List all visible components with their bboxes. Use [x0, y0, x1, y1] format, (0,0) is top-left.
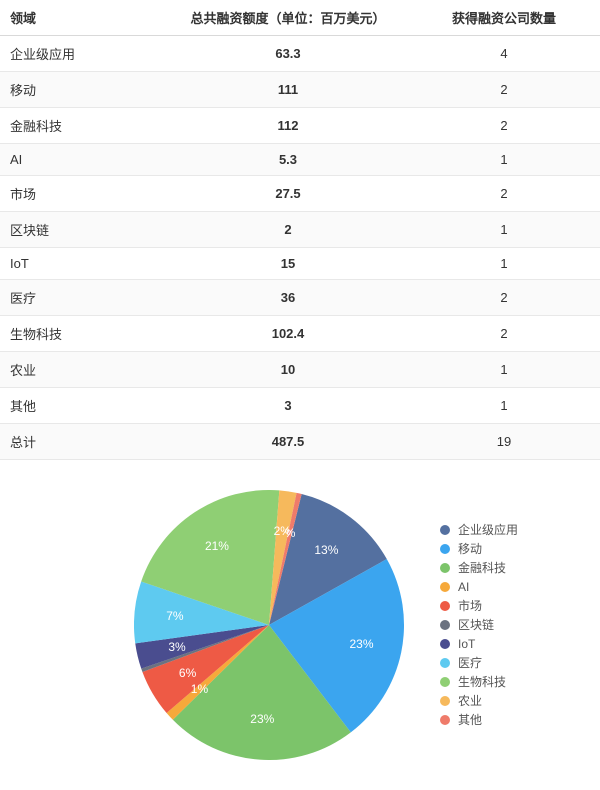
legend-swatch — [440, 639, 450, 649]
cell-domain: 生物科技 — [0, 316, 168, 352]
table-row: 企业级应用63.34 — [0, 36, 600, 72]
legend-item: IoT — [440, 634, 518, 653]
cell-amount: 111 — [168, 72, 408, 108]
legend-swatch — [440, 677, 450, 687]
table-row: 金融科技1122 — [0, 108, 600, 144]
table-row: 医疗362 — [0, 280, 600, 316]
cell-amount: 102.4 — [168, 316, 408, 352]
legend-swatch — [440, 658, 450, 668]
table-row: 生物科技102.42 — [0, 316, 600, 352]
col-header-count: 获得融资公司数量 — [408, 0, 600, 36]
col-header-domain: 领域 — [0, 0, 168, 36]
cell-count: 1 — [408, 144, 600, 176]
page-root: 领域 总共融资额度（单位：百万美元） 获得融资公司数量 企业级应用63.34移动… — [0, 0, 600, 790]
cell-count: 2 — [408, 108, 600, 144]
cell-domain: 企业级应用 — [0, 36, 168, 72]
cell-count: 2 — [408, 316, 600, 352]
legend-label: 移动 — [458, 540, 482, 557]
cell-count: 4 — [408, 36, 600, 72]
legend-item: 区块链 — [440, 615, 518, 634]
table-row: 市场27.52 — [0, 176, 600, 212]
legend-label: AI — [458, 580, 469, 594]
legend-item: AI — [440, 577, 518, 596]
cell-count: 2 — [408, 280, 600, 316]
cell-domain: 医疗 — [0, 280, 168, 316]
legend-swatch — [440, 715, 450, 725]
col-header-amount: 总共融资额度（单位：百万美元） — [168, 0, 408, 36]
cell-count: 1 — [408, 388, 600, 424]
pie-legend: 企业级应用移动金融科技 AI 市场区块链 IoT 医疗生物科技农业其他 — [440, 520, 518, 729]
funding-table: 领域 总共融资额度（单位：百万美元） 获得融资公司数量 企业级应用63.34移动… — [0, 0, 600, 460]
legend-label: 市场 — [458, 597, 482, 614]
table-row: 总计487.519 — [0, 424, 600, 460]
cell-amount: 487.5 — [168, 424, 408, 460]
legend-item: 其他 — [440, 710, 518, 729]
table-row: IoT151 — [0, 248, 600, 280]
legend-item: 生物科技 — [440, 672, 518, 691]
table-row: AI5.31 — [0, 144, 600, 176]
cell-count: 2 — [408, 176, 600, 212]
cell-domain: 市场 — [0, 176, 168, 212]
cell-domain: AI — [0, 144, 168, 176]
legend-label: 生物科技 — [458, 673, 506, 690]
legend-item: 企业级应用 — [440, 520, 518, 539]
table-row: 农业101 — [0, 352, 600, 388]
cell-domain: 农业 — [0, 352, 168, 388]
cell-amount: 15 — [168, 248, 408, 280]
legend-label: 其他 — [458, 711, 482, 728]
legend-swatch — [440, 601, 450, 611]
legend-label: IoT — [458, 637, 475, 651]
legend-item: 医疗 — [440, 653, 518, 672]
legend-swatch — [440, 620, 450, 630]
cell-amount: 10 — [168, 352, 408, 388]
cell-count: 2 — [408, 72, 600, 108]
cell-domain: 金融科技 — [0, 108, 168, 144]
legend-item: 金融科技 — [440, 558, 518, 577]
cell-domain: IoT — [0, 248, 168, 280]
legend-item: 移动 — [440, 539, 518, 558]
cell-domain: 其他 — [0, 388, 168, 424]
cell-amount: 36 — [168, 280, 408, 316]
chart-area: 13%23%23%1%6%3%7%21%2%% 企业级应用移动金融科技AI市场区… — [0, 460, 600, 790]
legend-label: 企业级应用 — [458, 521, 518, 538]
cell-amount: 2 — [168, 212, 408, 248]
cell-count: 1 — [408, 212, 600, 248]
legend-label: 医疗 — [458, 654, 482, 671]
cell-amount: 3 — [168, 388, 408, 424]
legend-swatch — [440, 563, 450, 573]
cell-domain: 总计 — [0, 424, 168, 460]
legend-item: 市场 — [440, 596, 518, 615]
cell-count: 1 — [408, 248, 600, 280]
legend-swatch — [440, 696, 450, 706]
cell-count: 19 — [408, 424, 600, 460]
cell-amount: 63.3 — [168, 36, 408, 72]
legend-item: 农业 — [440, 691, 518, 710]
cell-amount: 5.3 — [168, 144, 408, 176]
legend-label: 金融科技 — [458, 559, 506, 576]
table-row: 区块链21 — [0, 212, 600, 248]
legend-swatch — [440, 582, 450, 592]
table-row: 移动1112 — [0, 72, 600, 108]
legend-label: 区块链 — [458, 616, 494, 633]
cell-count: 1 — [408, 352, 600, 388]
legend-swatch — [440, 544, 450, 554]
table-header-row: 领域 总共融资额度（单位：百万美元） 获得融资公司数量 — [0, 0, 600, 36]
cell-amount: 112 — [168, 108, 408, 144]
cell-domain: 区块链 — [0, 212, 168, 248]
pie-chart — [134, 490, 404, 760]
table-row: 其他31 — [0, 388, 600, 424]
legend-label: 农业 — [458, 692, 482, 709]
cell-amount: 27.5 — [168, 176, 408, 212]
cell-domain: 移动 — [0, 72, 168, 108]
legend-swatch — [440, 525, 450, 535]
